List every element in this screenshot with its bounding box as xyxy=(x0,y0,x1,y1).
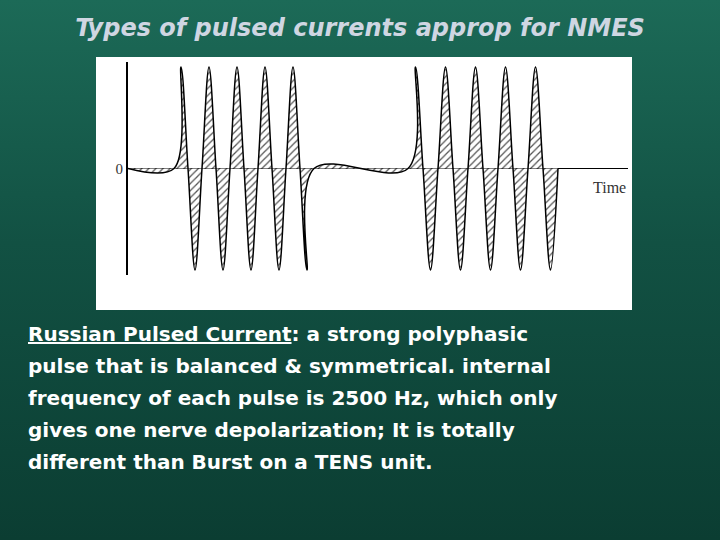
svg-text:Time: Time xyxy=(593,179,626,196)
html-text:gives one nerve depolarization: gives one nerve depolarization; It is to… xyxy=(28,418,515,442)
svg-text:0: 0 xyxy=(116,161,124,177)
html-text:Types of pulsed currents appro: Types of pulsed currents approp for NMES xyxy=(75,14,645,42)
html-text:Russian Pulsed Current: a stro: Russian Pulsed Current: a strong polypha… xyxy=(28,322,529,346)
html-text:pulse that is balanced & symme: pulse that is balanced & symmetrical. in… xyxy=(28,354,551,378)
html-text:different than Burst on a TENS: different than Burst on a TENS unit. xyxy=(28,450,433,474)
html-text:frequency of each pulse is 250: frequency of each pulse is 2500 Hz, whic… xyxy=(28,386,558,410)
